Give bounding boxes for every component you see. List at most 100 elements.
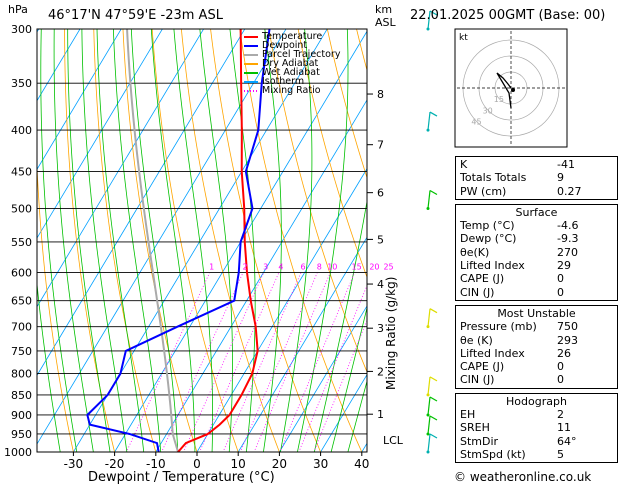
row-value: 9 bbox=[557, 171, 564, 185]
wind-barb bbox=[427, 433, 431, 453]
hodograph-trace bbox=[496, 72, 512, 109]
wet-adiabat-line bbox=[173, 29, 214, 452]
wet-adiabat-line bbox=[67, 29, 111, 452]
pressure-tick-label: 900 bbox=[11, 409, 32, 422]
table-row: SREH 11 bbox=[460, 421, 613, 434]
wind-barb-flag bbox=[429, 10, 438, 16]
mixing-ratio-line bbox=[313, 319, 367, 452]
x-axis-label: Dewpoint / Temperature (°C) bbox=[88, 470, 275, 485]
wind-barb-flag bbox=[429, 111, 438, 117]
pressure-tick-label: 350 bbox=[11, 77, 32, 90]
row-value: 0.27 bbox=[557, 184, 582, 198]
wind-barb bbox=[427, 415, 431, 435]
isotherm-line bbox=[278, 305, 367, 452]
legend-label: Parcel Trajectory bbox=[262, 49, 341, 60]
legend-swatch bbox=[244, 80, 258, 83]
wet-adiabat-line bbox=[347, 379, 367, 452]
row-value: 0 bbox=[557, 360, 564, 374]
legend-swatch bbox=[244, 62, 258, 65]
mixing-ratio-line bbox=[253, 272, 331, 452]
row-value: -41 bbox=[557, 158, 575, 171]
location-title: 46°17'N 47°59'E -23m ASL bbox=[48, 8, 223, 23]
wind-barb-dot bbox=[426, 432, 430, 436]
dry-adiabat-line bbox=[239, 29, 363, 452]
legend-label: Temperature bbox=[262, 31, 323, 42]
wind-barb-flag bbox=[429, 376, 438, 382]
wind-barb-flag bbox=[429, 433, 438, 439]
table-row: θe(K) 270 bbox=[460, 246, 613, 259]
dry-adiabat-line bbox=[151, 29, 239, 452]
wind-barb bbox=[427, 10, 431, 30]
table-row: CIN (J) 0 bbox=[460, 373, 613, 386]
row-value: 26 bbox=[557, 346, 571, 360]
pressure-tick-label: 500 bbox=[11, 202, 32, 215]
table-row: EH 2 bbox=[460, 408, 613, 421]
wind-barb-dot bbox=[426, 206, 430, 210]
isotherm-line bbox=[155, 99, 367, 452]
mixing-ratio-label: 4 bbox=[278, 263, 283, 272]
pressure-tick-label: 800 bbox=[11, 368, 32, 381]
row-value: 750 bbox=[557, 320, 578, 334]
wet-adiabat-line bbox=[40, 29, 78, 452]
section-title: Surface bbox=[515, 205, 558, 219]
row-label: Dewp (°C) bbox=[460, 232, 517, 246]
pressure-tick-label: 850 bbox=[11, 389, 32, 402]
pressure-tick-label: 550 bbox=[11, 236, 32, 249]
km-tick-label: 1 bbox=[377, 408, 384, 421]
wet-adiabat-line bbox=[112, 29, 162, 452]
legend-label: Dewpoint bbox=[262, 40, 308, 51]
wet-adiabat-line bbox=[150, 29, 196, 452]
row-label: Lifted Index bbox=[460, 346, 525, 360]
wet-adiabat-line bbox=[81, 29, 128, 452]
temperature-tick-label: -10 bbox=[146, 457, 166, 471]
row-label: Temp (°C) bbox=[460, 219, 515, 233]
row-label: K bbox=[460, 158, 468, 171]
wet-adiabat-line bbox=[37, 279, 61, 452]
mixing-ratio-label: 20 bbox=[369, 263, 379, 272]
dry-adiabat-line bbox=[180, 29, 280, 452]
table-row: Lifted Index 26 bbox=[460, 347, 613, 360]
mixing-ratio-label: 8 bbox=[317, 263, 322, 272]
wet-adiabat-line bbox=[96, 29, 145, 452]
temperature-tick-label: 30 bbox=[313, 457, 328, 471]
temperature-tick-label: 10 bbox=[231, 457, 246, 471]
legend-swatch bbox=[244, 89, 258, 92]
mixing-ratio-label: 6 bbox=[301, 263, 306, 272]
km-tick-label: 3 bbox=[377, 322, 384, 335]
dry-adiabat-line bbox=[93, 29, 157, 452]
isotherm-line bbox=[37, 29, 205, 308]
table-row: StmDir 64° bbox=[460, 435, 613, 448]
row-value: 0 bbox=[557, 373, 564, 387]
legend-item: Temperature bbox=[244, 32, 340, 41]
mixing-ratio-line bbox=[239, 272, 318, 452]
row-label: CAPE (J) bbox=[460, 272, 505, 286]
wind-barb bbox=[427, 396, 431, 416]
legend-item: Dewpoint bbox=[244, 41, 340, 50]
hodograph-table: Hodograph EH 2 SREH 11 StmDir 64° StmSpd (kt) 5 bbox=[455, 392, 618, 464]
legend-item: Wet Adiabat bbox=[244, 68, 340, 77]
row-label: SREH bbox=[460, 421, 490, 435]
wind-barb bbox=[427, 112, 431, 131]
table-row: StmSpd (kt) 5 bbox=[460, 448, 613, 461]
isotherm-line bbox=[320, 373, 367, 452]
dry-adiabat-line bbox=[37, 158, 74, 452]
wind-barb bbox=[427, 190, 431, 209]
wind-barb-dot bbox=[426, 128, 430, 132]
mixing-ratio-label: 10 bbox=[327, 263, 337, 272]
isotherm-line bbox=[37, 29, 122, 171]
row-label: CIN (J) bbox=[460, 285, 495, 299]
temperature-tick-label: 40 bbox=[354, 457, 369, 471]
hodograph-ring-label: 45 bbox=[471, 118, 481, 127]
temperature-tick-label: 0 bbox=[193, 457, 201, 471]
wind-barb-dot bbox=[426, 325, 430, 329]
hodograph-kt-label: kt bbox=[459, 33, 468, 43]
km-tick-label: 5 bbox=[377, 233, 384, 246]
row-value: 2 bbox=[557, 408, 564, 422]
lcl-label: LCL bbox=[383, 434, 404, 447]
table-row: Pressure (mb) 750 bbox=[460, 320, 613, 333]
legend-swatch bbox=[244, 44, 258, 47]
mixing-ratio-label: 2 bbox=[243, 263, 248, 272]
mixing-ratio-line bbox=[199, 272, 280, 452]
wind-barb-flag bbox=[429, 189, 438, 195]
row-value: 64° bbox=[557, 434, 577, 448]
